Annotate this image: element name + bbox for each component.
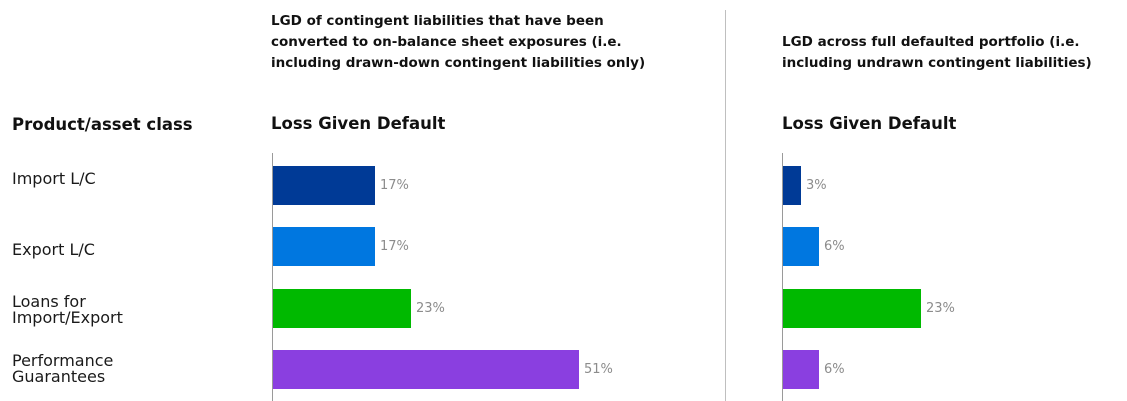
chart1-value-label-loans: 23%: [416, 301, 445, 316]
chart1-bar-import-lc: [273, 166, 375, 205]
chart1-title-line: including drawn-down contingent liabilit…: [271, 55, 646, 71]
chart2-bar-export-lc: [783, 227, 819, 266]
chart2-axis-line: [782, 153, 783, 401]
chart2-bar-import-lc: [783, 166, 801, 205]
chart1-value-label-guarantees: 51%: [584, 362, 613, 377]
chart1-bar-guarantees: [273, 350, 579, 389]
chart1-title: LGD of contingent liabilities that have …: [271, 11, 711, 74]
category-label-import-lc: Import L/C: [12, 169, 96, 188]
chart2-value-label-export-lc: 6%: [824, 239, 845, 254]
chart2-title-line: including undrawn contingent liabilities…: [782, 55, 1092, 71]
category-label-guarantees: Performance Guarantees: [12, 351, 114, 386]
row-header: Product/asset class: [12, 115, 193, 134]
category-label-loans: Loans for Import/Export: [12, 292, 123, 327]
chart2-xlabel: Loss Given Default: [782, 114, 957, 133]
chart2-title: LGD across full defaulted portfolio (i.e…: [782, 32, 1127, 74]
chart1-axis-line: [272, 153, 273, 401]
panel-divider: [725, 10, 726, 401]
chart2-bar-loans: [783, 289, 921, 328]
chart2-value-label-import-lc: 3%: [806, 178, 827, 193]
chart2-value-label-guarantees: 6%: [824, 362, 845, 377]
chart1-title-line: LGD of contingent liabilities that have …: [271, 13, 604, 29]
chart1-bar-export-lc: [273, 227, 375, 266]
chart1-value-label-export-lc: 17%: [380, 239, 409, 254]
chart1-title-line: converted to on-balance sheet exposures …: [271, 34, 622, 50]
chart1-bar-loans: [273, 289, 411, 328]
chart2-title-line: LGD across full defaulted portfolio (i.e…: [782, 34, 1080, 50]
chart2-bar-guarantees: [783, 350, 819, 389]
chart1-value-label-import-lc: 17%: [380, 178, 409, 193]
category-label-export-lc: Export L/C: [12, 240, 95, 259]
chart2-value-label-loans: 23%: [926, 301, 955, 316]
chart1-xlabel: Loss Given Default: [271, 114, 446, 133]
